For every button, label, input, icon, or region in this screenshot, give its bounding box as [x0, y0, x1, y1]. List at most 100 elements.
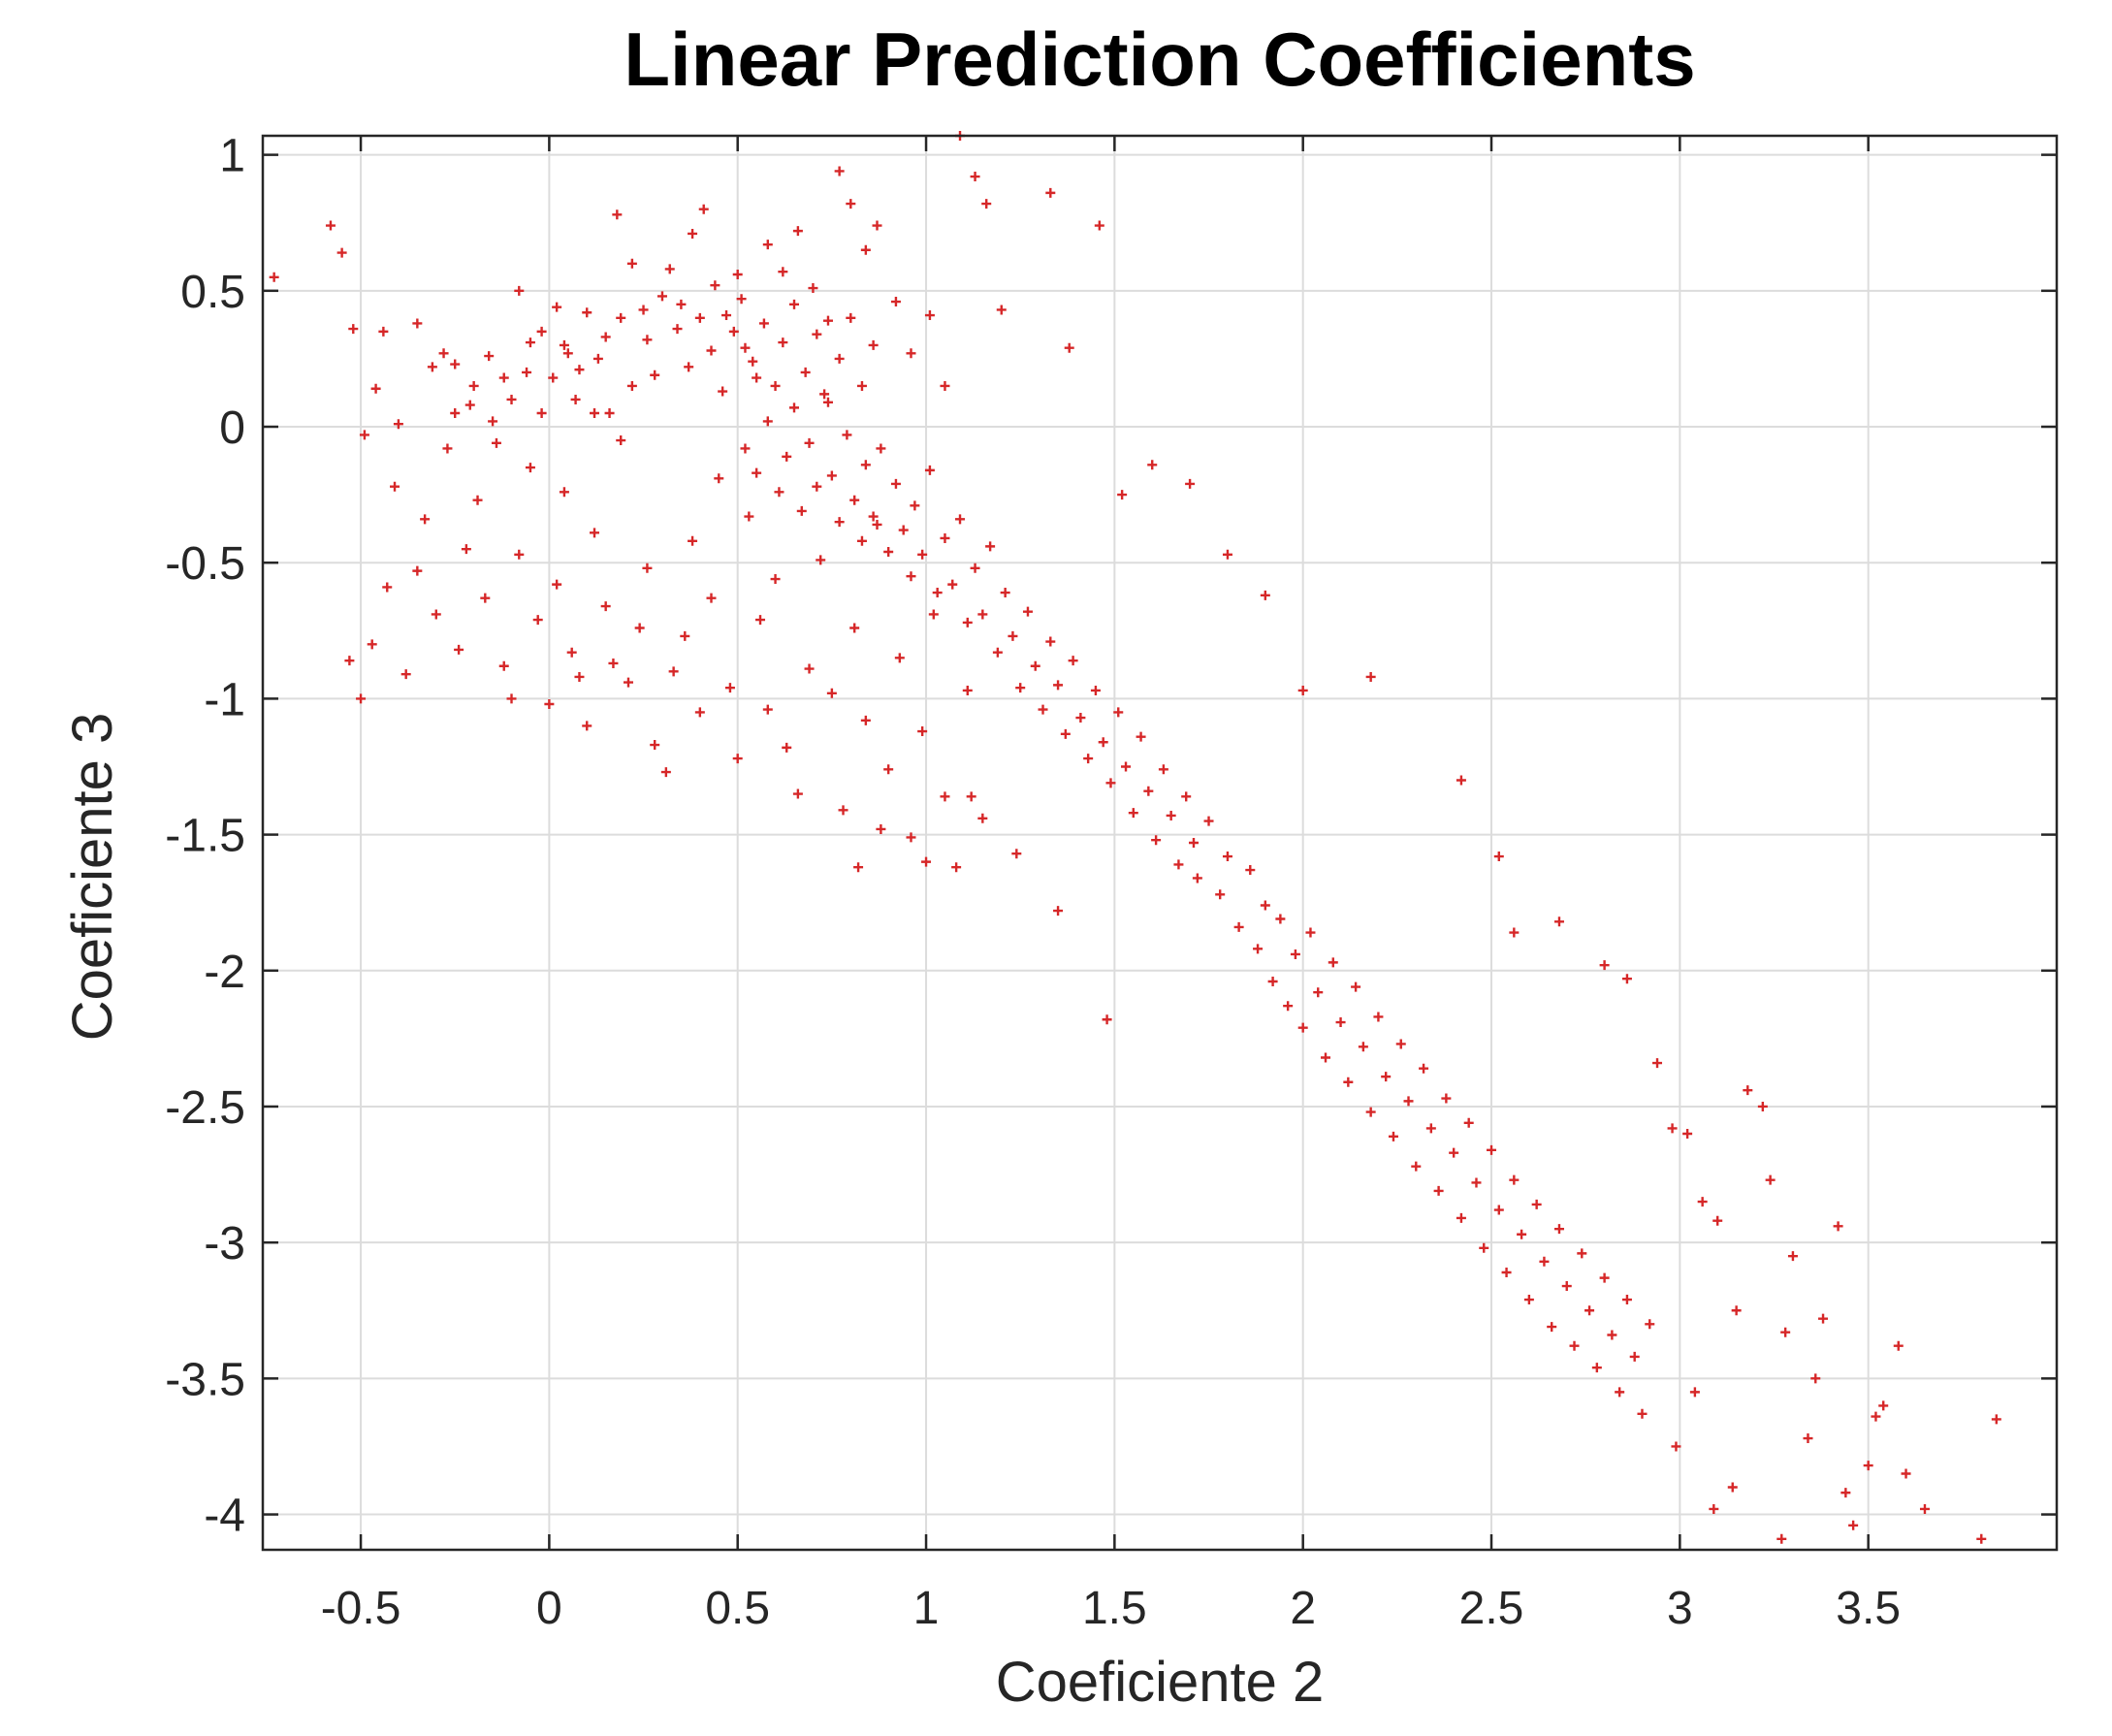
- data-point: [1547, 1322, 1557, 1333]
- data-point: [977, 609, 988, 620]
- data-point: [1090, 685, 1101, 695]
- data-point: [940, 532, 950, 543]
- data-point: [1105, 778, 1116, 788]
- y-tick-label: 0.5: [180, 267, 245, 318]
- data-point: [906, 571, 916, 582]
- data-point: [1203, 816, 1214, 826]
- data-point: [789, 299, 800, 309]
- data-point: [344, 656, 355, 666]
- data-point: [860, 244, 871, 255]
- data-point: [752, 372, 762, 383]
- y-tick-label: 0: [219, 402, 245, 454]
- data-point: [740, 342, 751, 353]
- data-point: [977, 813, 988, 823]
- data-point: [1517, 1229, 1527, 1239]
- data-point: [1045, 636, 1056, 647]
- data-point: [660, 767, 671, 778]
- data-point: [1833, 1221, 1843, 1232]
- data-point: [626, 380, 637, 391]
- data-point: [842, 430, 852, 440]
- data-point: [1215, 889, 1226, 900]
- data-point: [454, 644, 464, 655]
- data-point: [412, 318, 423, 329]
- data-point: [834, 353, 845, 364]
- x-tick-label: 3.5: [1836, 1583, 1901, 1634]
- data-point: [951, 862, 962, 873]
- data-point: [906, 832, 916, 843]
- data-point: [544, 699, 555, 710]
- data-point: [876, 823, 886, 834]
- data-point: [1615, 1387, 1625, 1398]
- data-point: [522, 367, 532, 377]
- data-point: [853, 862, 864, 873]
- data-point: [1030, 660, 1040, 671]
- data-point: [792, 226, 803, 237]
- x-tick-label: 0: [536, 1583, 562, 1634]
- data-point: [1373, 1012, 1384, 1022]
- data-point: [1878, 1400, 1889, 1411]
- data-point: [1222, 549, 1232, 560]
- data-point: [758, 318, 769, 329]
- data-point: [762, 704, 773, 715]
- data-point: [744, 511, 754, 522]
- data-point: [732, 754, 743, 764]
- data-point: [804, 663, 815, 674]
- x-tick-label: 0.5: [705, 1583, 770, 1634]
- data-point: [356, 693, 367, 704]
- data-point: [1848, 1520, 1859, 1530]
- data-point: [488, 416, 498, 427]
- y-tick-label: -3: [204, 1218, 245, 1270]
- x-tick-label: 2: [1290, 1583, 1316, 1634]
- data-point: [559, 487, 569, 498]
- data-point: [562, 348, 573, 359]
- data-point: [1463, 1117, 1474, 1128]
- data-point: [962, 685, 973, 695]
- data-point: [1652, 1058, 1663, 1069]
- data-point: [498, 660, 509, 671]
- data-point: [1919, 1503, 1930, 1514]
- data-point: [718, 386, 728, 397]
- data-point: [1471, 1177, 1482, 1188]
- data-point: [1539, 1256, 1550, 1267]
- data-point: [1117, 490, 1128, 500]
- data-point: [1776, 1533, 1787, 1544]
- data-point: [642, 335, 653, 345]
- data-point: [688, 535, 698, 546]
- data-point: [890, 297, 901, 307]
- data-point: [582, 307, 592, 318]
- data-point: [1267, 977, 1278, 986]
- y-tick-label: -1.5: [165, 811, 245, 862]
- data-point: [782, 742, 792, 753]
- data-point: [590, 528, 600, 538]
- data-point: [1709, 1503, 1719, 1514]
- x-tick-label: 1: [913, 1583, 940, 1634]
- data-point: [1780, 1327, 1791, 1337]
- data-point: [906, 348, 916, 359]
- data-point: [947, 579, 958, 590]
- data-point: [1818, 1313, 1829, 1324]
- data-point: [1143, 786, 1154, 796]
- data-point: [1113, 707, 1124, 718]
- data-point: [966, 791, 976, 802]
- plot-area-border: [261, 134, 2059, 1552]
- x-tick-label: 2.5: [1459, 1583, 1524, 1634]
- data-point: [1727, 1482, 1738, 1493]
- data-point: [724, 683, 735, 693]
- data-point: [325, 220, 336, 231]
- data-point: [525, 463, 535, 473]
- data-point: [525, 338, 535, 348]
- data-point: [770, 574, 781, 585]
- data-point: [608, 658, 619, 668]
- data-point: [536, 407, 547, 418]
- data-point: [1245, 865, 1256, 876]
- data-point: [420, 514, 431, 525]
- data-point: [506, 693, 517, 704]
- data-point: [1487, 1144, 1497, 1155]
- data-point: [1671, 1441, 1681, 1452]
- data-point: [438, 348, 449, 359]
- data-point: [694, 707, 705, 718]
- data-point: [623, 677, 633, 688]
- data-point: [812, 481, 822, 492]
- data-point: [1094, 220, 1104, 231]
- data-point: [1192, 873, 1202, 884]
